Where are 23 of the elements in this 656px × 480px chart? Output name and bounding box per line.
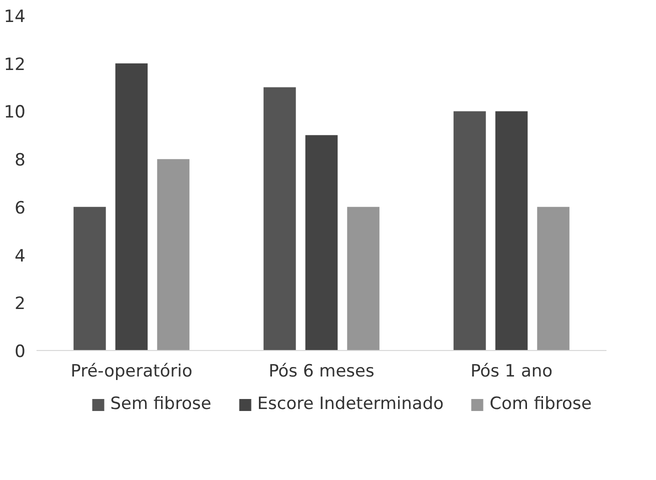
y-tick-label: 0 [14, 342, 26, 362]
y-tick-label: 2 [14, 294, 26, 314]
bar [264, 87, 296, 350]
x-tick-label: Pós 1 ano [470, 362, 553, 382]
bar [537, 206, 570, 350]
legend-label: Sem fibrose [110, 394, 212, 414]
y-tick-label: 4 [14, 246, 26, 266]
y-tick-label: 8 [14, 150, 26, 171]
bar [157, 159, 190, 350]
legend-label: Escore Indeterminado [257, 394, 444, 414]
x-tick-label: Pós 6 meses [268, 362, 374, 382]
bar [74, 206, 106, 350]
y-tick-label: 12 [4, 54, 26, 75]
y-tick-label: 6 [14, 198, 26, 218]
y-tick-label: 10 [4, 102, 26, 123]
x-tick-label: Pré-operatório [70, 362, 192, 382]
bar [347, 206, 380, 350]
bar [115, 63, 148, 350]
bar [305, 135, 338, 350]
legend-label: Com fibrose [490, 394, 592, 414]
bar [495, 111, 528, 350]
bar [454, 111, 486, 350]
y-tick-label: 14 [4, 7, 26, 27]
